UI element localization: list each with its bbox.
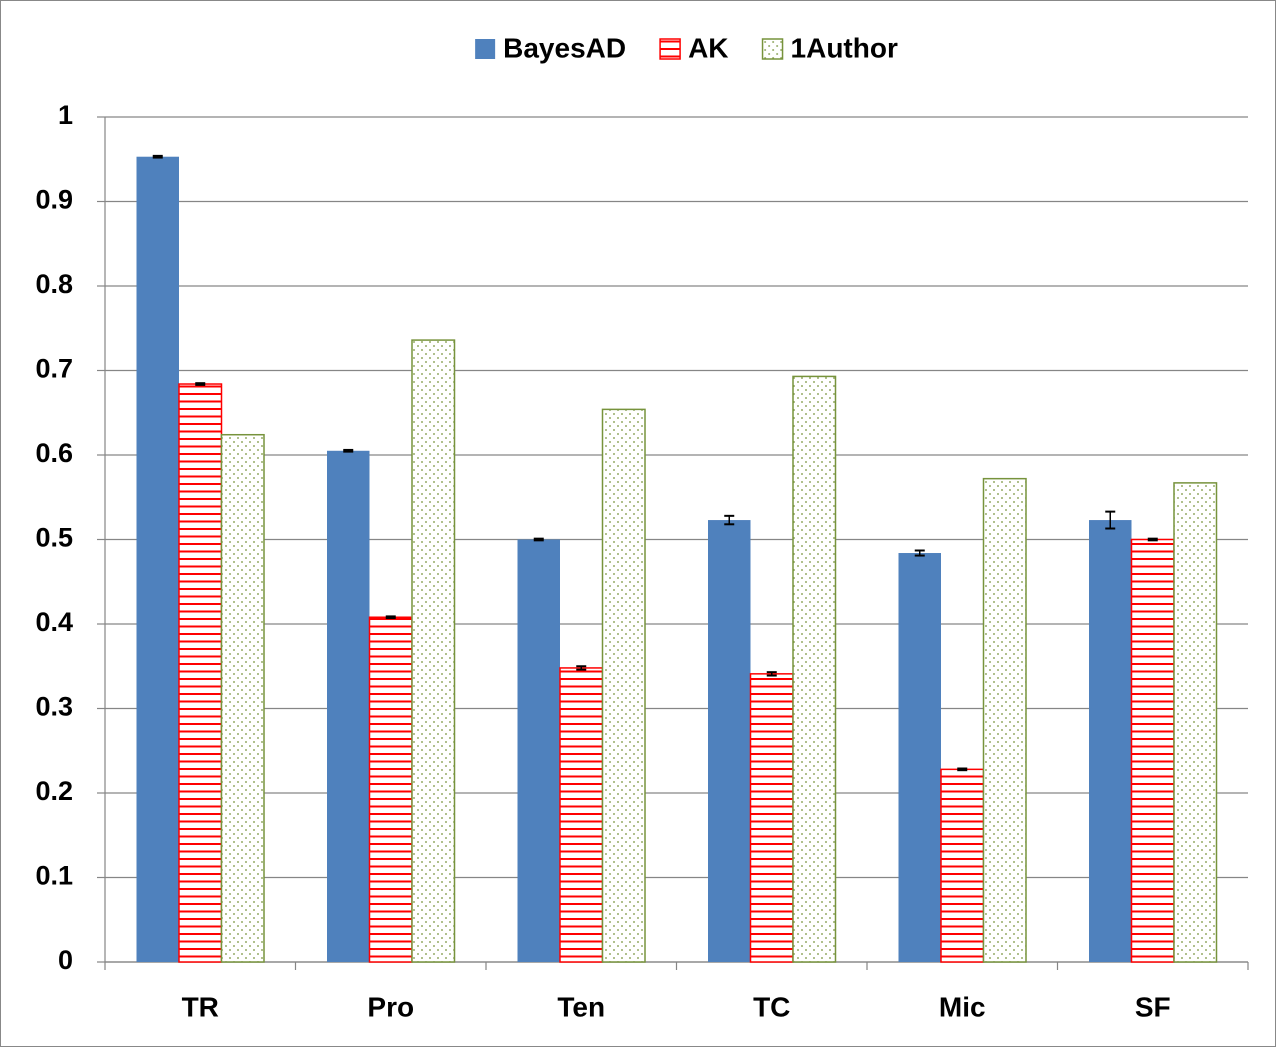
bar xyxy=(792,375,837,963)
legend-label: 1Author xyxy=(791,32,898,63)
error-bar xyxy=(195,382,206,386)
x-tick-label: TC xyxy=(753,991,790,1022)
bar xyxy=(136,156,179,963)
bar xyxy=(368,616,413,963)
bar xyxy=(220,433,265,963)
bar xyxy=(940,768,985,963)
y-tick-label: 0.9 xyxy=(35,185,73,215)
bar xyxy=(601,408,646,963)
y-tick-label: 0.8 xyxy=(35,269,73,299)
error-bar xyxy=(957,767,968,772)
y-tick-label: 0.6 xyxy=(35,438,73,468)
x-tick-label: TR xyxy=(182,991,219,1022)
bar xyxy=(898,553,941,962)
legend-swatch xyxy=(659,38,681,60)
legend-label: BayesAD xyxy=(503,32,626,63)
error-bar xyxy=(576,665,587,671)
x-tick-label: SF xyxy=(1135,991,1171,1022)
bar xyxy=(559,667,604,963)
y-tick-label: 0.2 xyxy=(35,776,73,806)
bar xyxy=(1089,520,1132,962)
bar xyxy=(749,673,794,963)
y-tick-label: 0.5 xyxy=(35,523,73,553)
x-tick-label: Ten xyxy=(557,991,605,1022)
bar xyxy=(178,383,223,963)
y-tick-label: 0.7 xyxy=(35,354,73,384)
bar xyxy=(708,520,751,962)
x-tick-label: Pro xyxy=(367,991,414,1022)
bar xyxy=(411,339,456,963)
y-tick-label: 0 xyxy=(58,945,73,975)
y-tick-label: 0.3 xyxy=(35,692,73,722)
legend-swatch xyxy=(761,38,784,60)
y-tick-label: 0.1 xyxy=(35,861,73,891)
error-bar xyxy=(385,615,396,620)
error-bar xyxy=(914,549,925,557)
legend-label: AK xyxy=(688,32,728,63)
y-tick-label: 0.4 xyxy=(35,607,73,637)
error-bar xyxy=(152,154,163,159)
y-tick-label: 1 xyxy=(58,100,73,130)
error-bar xyxy=(533,537,544,542)
error-bar xyxy=(1105,510,1116,530)
legend-swatch xyxy=(475,39,496,59)
bar xyxy=(327,450,370,962)
bar xyxy=(982,477,1027,963)
bar xyxy=(1173,482,1218,963)
error-bar xyxy=(766,671,777,677)
legend: BayesAD AK 1Author xyxy=(475,32,898,63)
bar xyxy=(517,539,560,962)
bar xyxy=(1130,538,1175,963)
x-tick-label: Mic xyxy=(939,991,986,1022)
error-bar xyxy=(724,514,735,526)
error-bar xyxy=(1147,537,1158,542)
error-bar xyxy=(343,448,354,453)
